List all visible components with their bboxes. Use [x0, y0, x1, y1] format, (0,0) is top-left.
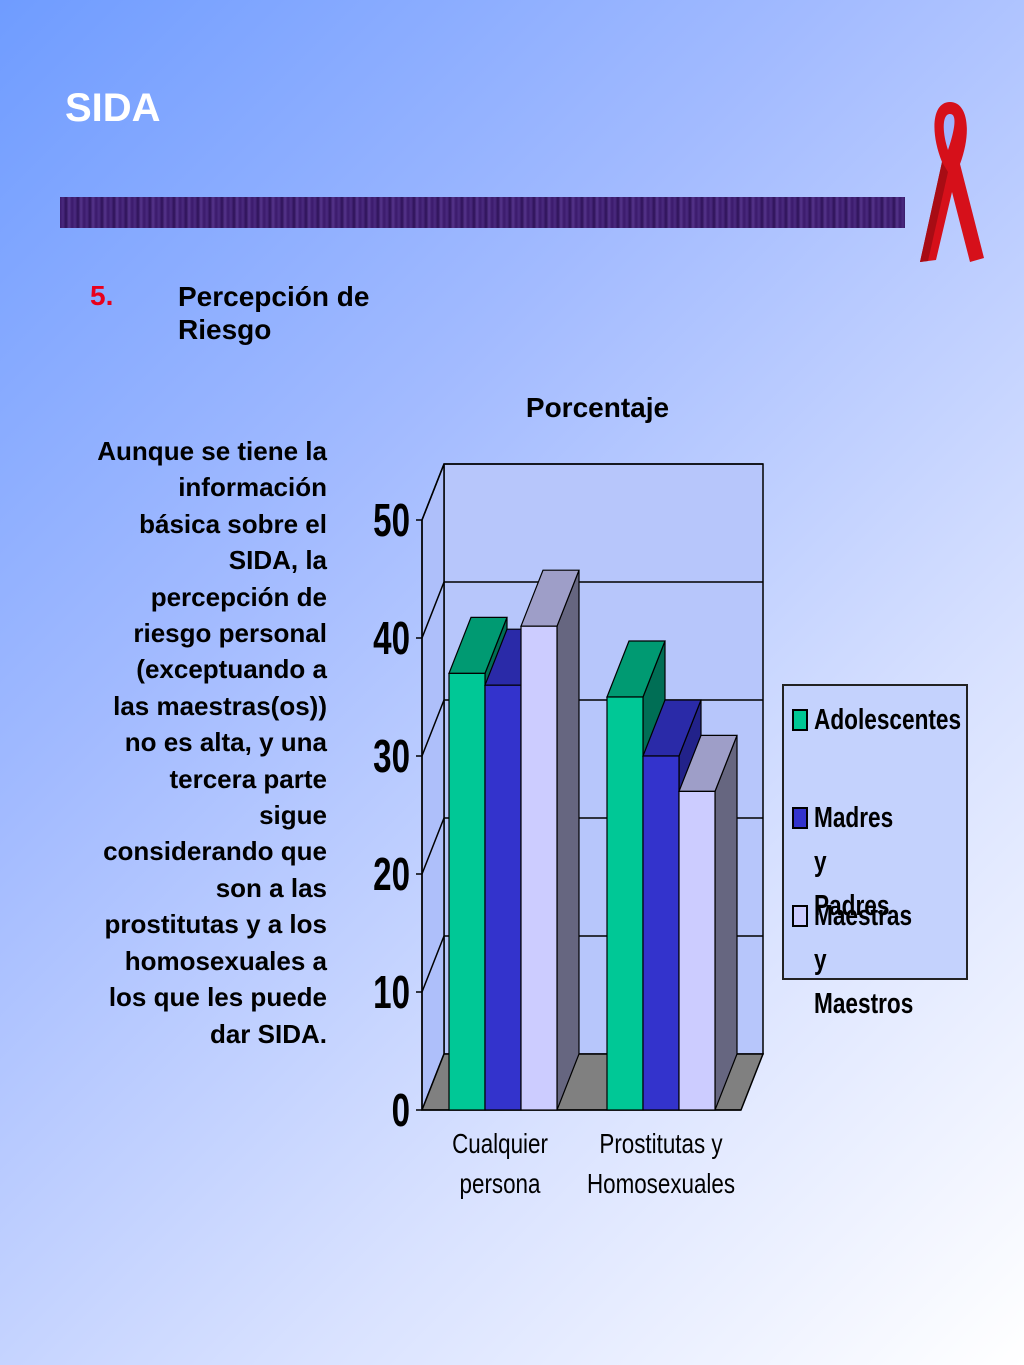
header-band: [60, 197, 905, 228]
chart-title: Porcentaje: [525, 392, 670, 423]
legend-swatch: [792, 807, 808, 829]
legend-swatch: [792, 709, 808, 731]
bar-chart: 0 10 20 30 40 50 Cualquier persona Prostitutas y…: [373, 463, 765, 1200]
point-heading: Percepción de Riesgo: [178, 281, 370, 345]
bar: [606, 696, 644, 1111]
gridline: [421, 581, 445, 639]
x-tick-label: Cualquier: [452, 1129, 548, 1160]
bar: [484, 684, 522, 1111]
legend-swatch: [792, 905, 808, 927]
bar: [642, 755, 680, 1111]
y-tick-label: 0: [392, 1086, 410, 1136]
chart-side-wall: [421, 463, 445, 1111]
x-tick-label: persona: [460, 1169, 542, 1200]
legend-item: Maestras y Maestros: [792, 894, 962, 1026]
gridline: [421, 935, 445, 993]
legend-item: Madres y Padres: [792, 796, 962, 928]
bar-side: [714, 735, 738, 1111]
gridline: [421, 699, 445, 757]
legend-label: Maestras y Maestros: [814, 900, 914, 1020]
y-tick-label: 30: [373, 732, 410, 782]
body-paragraph: Aunque se tiene la información básica so…: [97, 436, 327, 1049]
chart-legend: Adolescentes Madres y Padres Maestras y …: [782, 684, 968, 1020]
bar: [520, 625, 558, 1111]
red-ribbon-icon: [920, 102, 984, 262]
y-tick-label: 50: [373, 496, 410, 546]
legend-label: Madres y Padres: [814, 802, 894, 922]
bar: [678, 790, 716, 1111]
legend-label: Adolescentes: [814, 704, 962, 736]
point-number: 5.: [90, 280, 114, 311]
slide-title: SIDA: [65, 86, 161, 130]
bar-side: [556, 569, 580, 1111]
y-tick-label: 40: [373, 614, 410, 664]
bar: [448, 672, 486, 1111]
x-tick-label: Homosexuales: [587, 1169, 735, 1200]
gridline: [421, 817, 445, 875]
x-tick-label: Prostitutas y: [599, 1129, 722, 1160]
gridline: [421, 463, 445, 521]
legend-item: Adolescentes: [792, 698, 1003, 742]
y-tick-label: 20: [373, 850, 410, 900]
y-tick-label: 10: [373, 968, 410, 1018]
